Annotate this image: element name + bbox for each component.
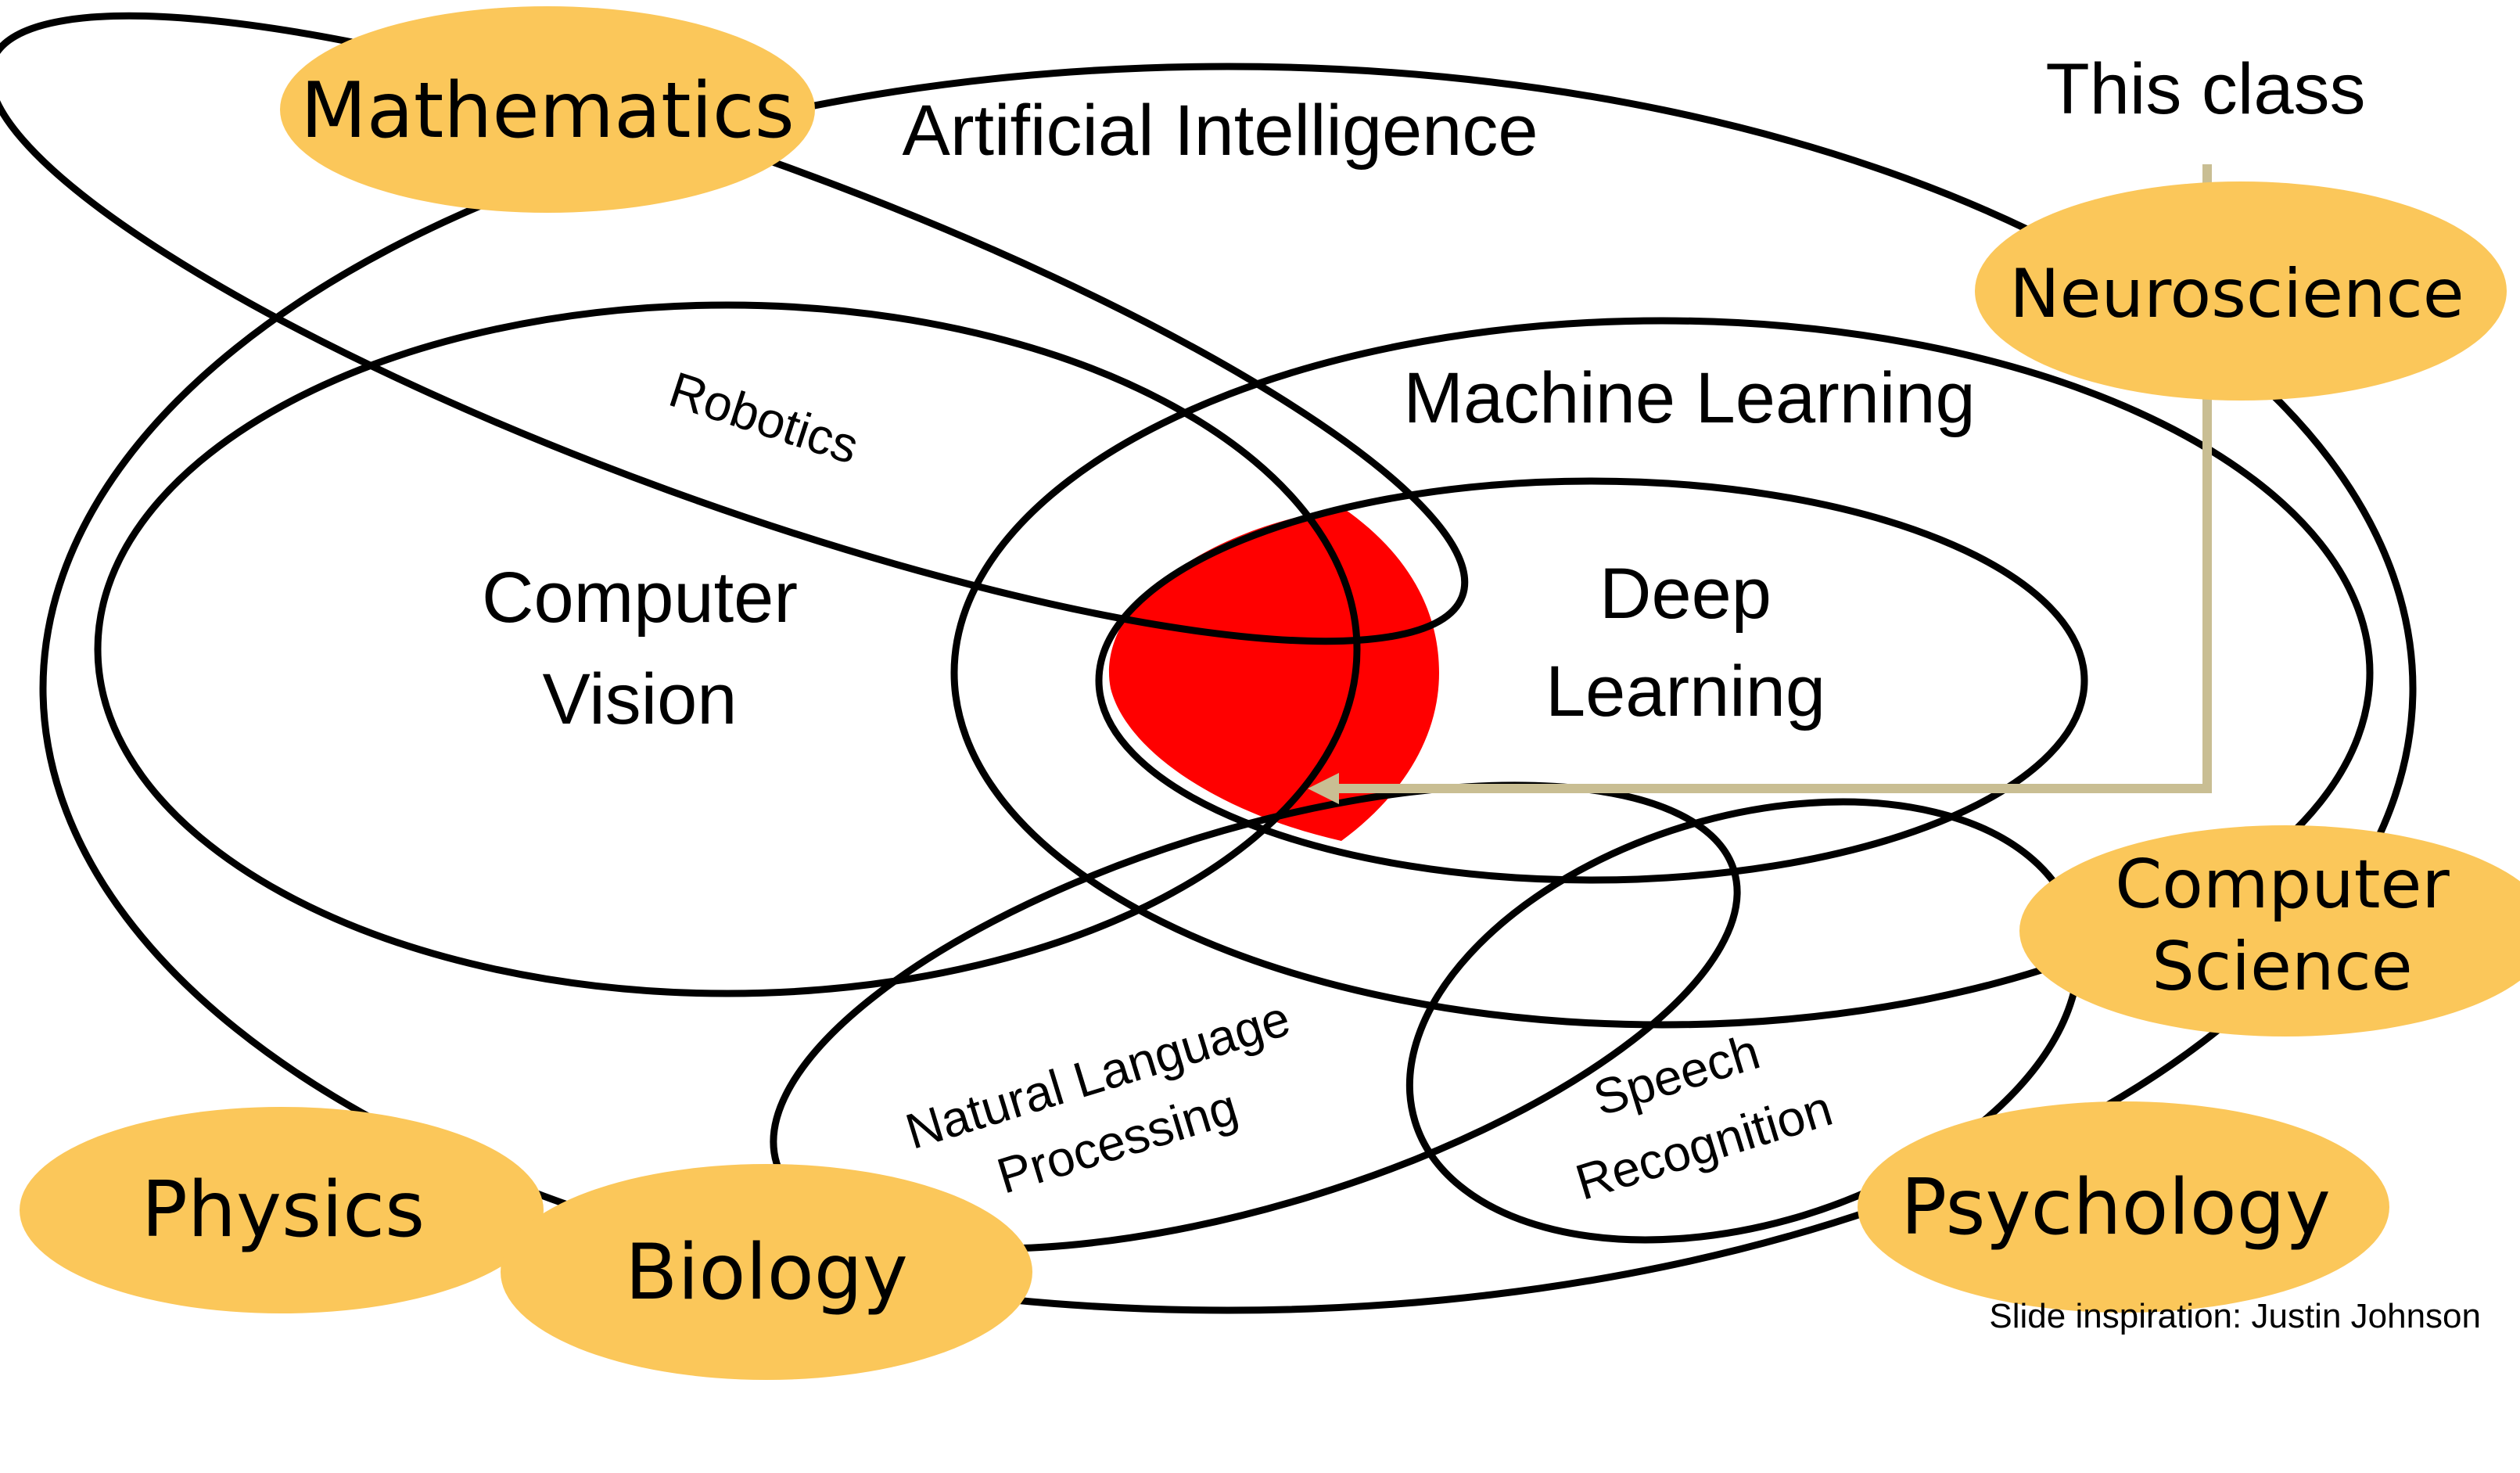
computer-science-label-line1: Computer: [2115, 846, 2450, 924]
artificial-intelligence-ellipse: [39, 63, 2417, 1314]
computer-vision-label-line1: Computer: [482, 558, 798, 638]
computer-vision-label-line2: Vision: [543, 659, 738, 739]
physics-blob: [20, 1107, 544, 1313]
biology-blob: [501, 1164, 1032, 1380]
machine-learning-ellipse: [950, 317, 2374, 1029]
biology-label: Biology: [625, 1228, 908, 1317]
mathematics-blob: [280, 6, 815, 213]
computer-vision-ellipse: [94, 301, 1361, 997]
computer-science-blob: [2019, 825, 2520, 1036]
this-class-highlight: [1108, 508, 1439, 841]
nlp-ellipse: [770, 781, 1741, 1252]
robotics-label: Robotics: [662, 361, 865, 474]
neuroscience-blob: [1975, 181, 2507, 401]
deep-learning-label-line2: Learning: [1545, 652, 1825, 731]
neuroscience-label: Neuroscience: [2009, 255, 2464, 333]
credit-text: Slide inspiration: Justin Johnson: [1989, 1297, 2481, 1335]
psychology-label: Psychology: [1901, 1163, 2331, 1252]
deep-learning-ellipse: [1095, 477, 2088, 884]
psychology-blob: [1858, 1101, 2389, 1313]
physics-label: Physics: [142, 1166, 425, 1255]
artificial-intelligence-label: Artificial Intelligence: [902, 91, 1538, 171]
mathematics-label: Mathematics: [300, 66, 795, 156]
machine-learning-label: Machine Learning: [1403, 358, 1975, 438]
deep-learning-label-line1: Deep: [1599, 554, 1772, 634]
robotics-ellipse: [0, 12, 1469, 645]
this-class-pointer-arrowhead: [1308, 773, 1339, 804]
computer-science-label-line2: Science: [2152, 928, 2412, 1006]
this-class-label: This class: [2046, 49, 2366, 129]
